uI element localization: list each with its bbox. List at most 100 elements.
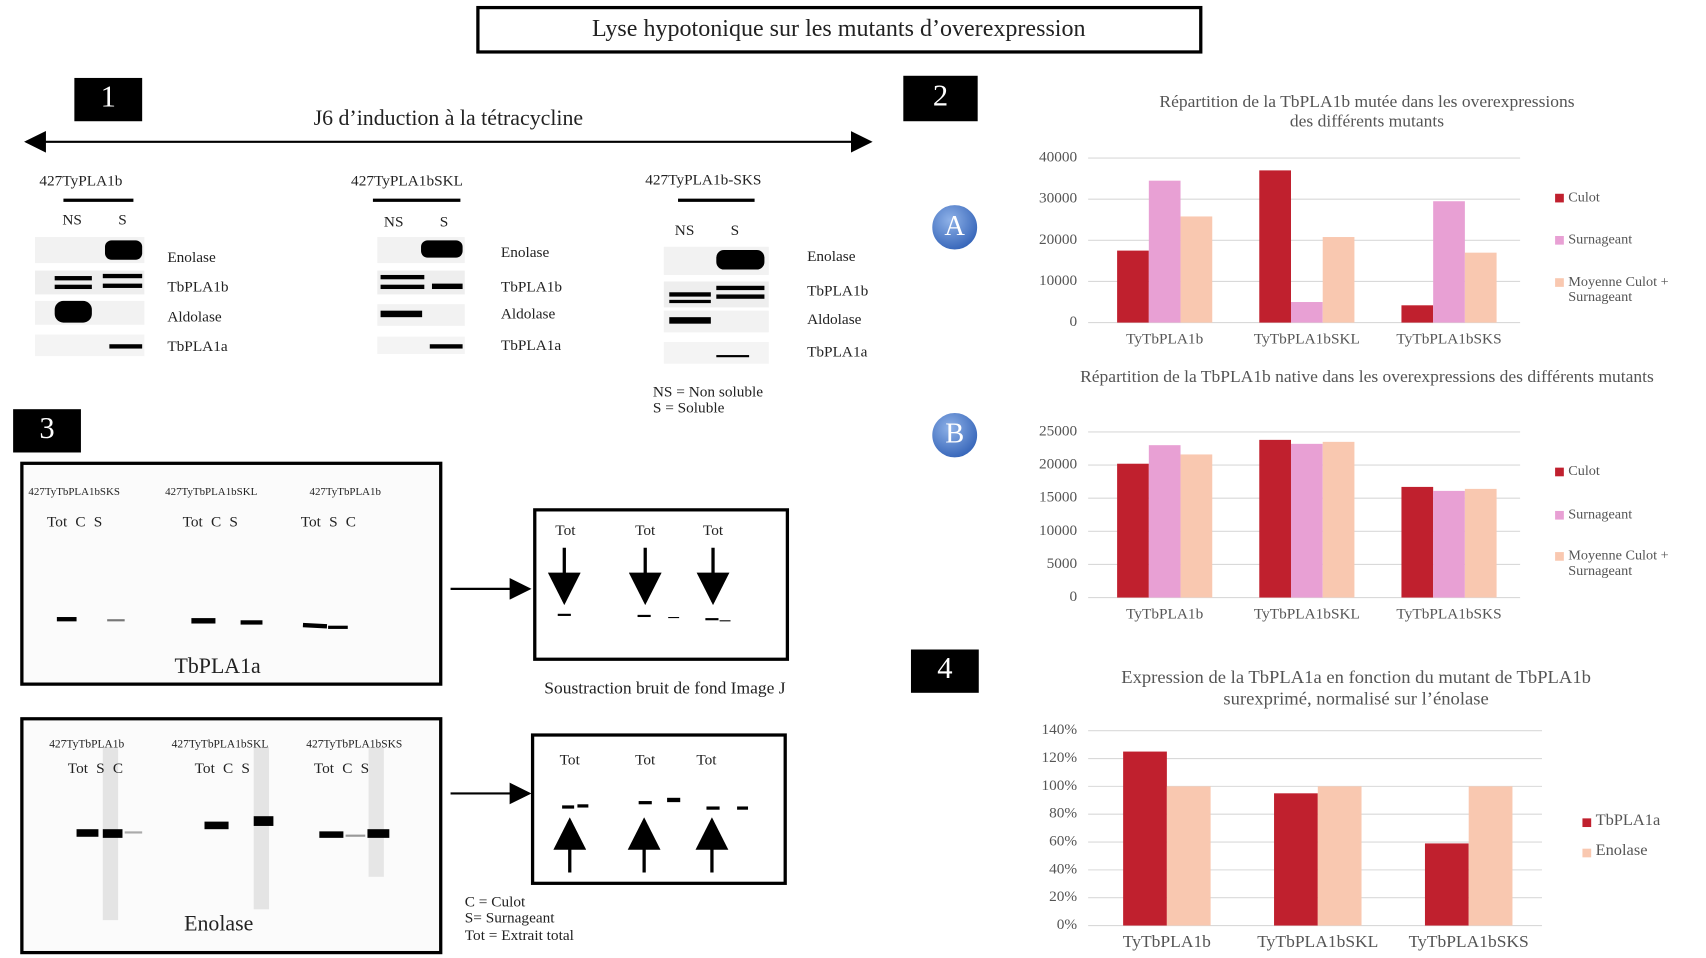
bar: [1274, 793, 1318, 926]
y-tick-label: 140%: [1041, 721, 1077, 738]
marker-letter: B: [945, 419, 964, 450]
blots-3b: [76, 746, 390, 921]
panel-number: 2: [933, 79, 948, 113]
strain-label: 427TyPLA1b-SKS: [645, 171, 761, 188]
legend-swatch: [1582, 848, 1592, 858]
lane-label: Tot: [560, 752, 581, 769]
panel-number: 3: [39, 411, 54, 445]
bar: [1401, 305, 1434, 323]
legend-label: Surnageant: [1568, 231, 1633, 247]
legend-swatch: [1555, 193, 1564, 203]
marker-circle: [929, 409, 981, 461]
legend-label-box: TbPLA1a: [1596, 812, 1661, 829]
result-frame: [533, 508, 790, 661]
strain-label: 427TyTbPLA1b: [309, 486, 381, 498]
y-tick-label: 0: [1070, 588, 1078, 605]
bar: [1424, 843, 1469, 926]
chart-title: Répartition de la TbPLA1b mutée dans les…: [1159, 93, 1575, 132]
legend-label-box: Surnageant: [1568, 231, 1633, 247]
marker-circle: [929, 201, 981, 253]
legend-swatch: [1582, 818, 1592, 828]
bar: [1290, 302, 1323, 323]
lane-label: NS: [62, 211, 82, 228]
lane-label: Tot: [703, 522, 724, 539]
chart-title-box: Répartition de la TbPLA1b mutée dans les…: [1159, 93, 1575, 132]
bar: [1259, 170, 1291, 323]
bar: [1401, 486, 1434, 598]
bar: [1433, 201, 1465, 323]
lane-label: Tot: [635, 522, 656, 539]
bar: [1180, 216, 1213, 323]
legend-label-box: Culot: [1568, 462, 1600, 478]
panel-box: [74, 77, 143, 122]
bar: [1117, 463, 1149, 598]
marker-letter: A: [944, 211, 965, 242]
y-tick-label: 20%: [1049, 888, 1077, 905]
lane-label: Tot: [635, 752, 656, 769]
y-tick-label: 60%: [1049, 833, 1077, 850]
y-tick-label: 25000: [1039, 422, 1078, 439]
lane-label: NS: [384, 214, 404, 231]
protein-label: TbPLA1a: [501, 337, 562, 354]
legend-swatch: [1555, 510, 1564, 520]
x-tick-label: TyTbPLA1bSKS: [1396, 330, 1501, 347]
legend-label-box: Moyenne Culot + Surnageant: [1568, 547, 1668, 578]
legend-text: NS = Non soluble: [653, 383, 763, 400]
blots-3: [56, 617, 348, 629]
protein-label: Aldolase: [807, 311, 862, 328]
blot-label: Enolase: [184, 912, 253, 936]
y-tick-label: 0: [1070, 313, 1078, 330]
blot-frame: [20, 461, 443, 686]
y-tick-label: 80%: [1049, 805, 1077, 822]
chart-title-box: Répartition de la TbPLA1b native dans le…: [1080, 368, 1654, 386]
bar: [1259, 439, 1291, 598]
result-arrows: [547, 547, 730, 873]
legend-label: Culot: [1568, 462, 1600, 478]
protein-label: TbPLA1a: [807, 343, 868, 360]
lane-label: Tot C S: [183, 513, 238, 530]
x-tick-label: TyTbPLA1bSKL: [1257, 931, 1378, 951]
x-tick-label: TyTbPLA1bSKS: [1396, 605, 1501, 622]
legend-label-box: Moyenne Culot + Surnageant: [1568, 273, 1669, 305]
bar: [1322, 441, 1355, 598]
legend-swatch: [1555, 278, 1564, 287]
result-bands: [557, 613, 749, 810]
x-tick-label: TyTbPLA1b: [1126, 330, 1204, 347]
blots-1: [34, 198, 769, 364]
y-tick-label: 10000: [1039, 522, 1078, 539]
protein-label: Aldolase: [501, 306, 556, 323]
lane-label: Tot: [696, 752, 717, 769]
lane-label: Tot S C: [301, 513, 356, 530]
bar: [1117, 250, 1149, 323]
legend-label: Culot: [1568, 188, 1600, 205]
legend-label: Moyenne Culot + Surnageant: [1568, 273, 1669, 305]
legend-swatch: [1555, 552, 1564, 561]
strain-label: 427TyTbPLA1bSKS: [306, 738, 402, 750]
protein-label: TbPLA1b: [501, 278, 563, 295]
bar: [1123, 751, 1167, 926]
legend-text: S= Surnageant: [465, 910, 556, 927]
y-tick-label: 40%: [1049, 860, 1077, 877]
protein-label: TbPLA1b: [807, 283, 869, 300]
result-frame: [530, 733, 787, 885]
caption: Soustraction bruit de fond Image J: [544, 678, 785, 698]
title-box: [476, 5, 1203, 54]
panel-box: [903, 75, 978, 122]
y-tick-label: 10000: [1039, 272, 1078, 289]
panel-number: 4: [937, 651, 952, 685]
bar: [1148, 180, 1181, 323]
protein-label: Enolase: [501, 244, 550, 261]
lane-label: S: [440, 214, 449, 231]
x-tick-label: TyTbPLA1b: [1126, 605, 1204, 622]
layout: Lyse hypotonique sur les mutants d’overe…: [13, 5, 1669, 955]
y-tick-label: 100%: [1041, 777, 1077, 794]
bar: [1317, 786, 1362, 926]
protein-label: Enolase: [807, 248, 856, 265]
protein-label: Enolase: [167, 249, 216, 266]
lane-label: Tot C S: [47, 513, 102, 530]
strain-label: 427TyTbPLA1b: [49, 738, 124, 750]
chart-title-box: Expression de la TbPLA1a en fonction du …: [1121, 667, 1591, 709]
bar: [1166, 786, 1211, 926]
strain-label: 427TyTbPLA1bSKL: [165, 486, 257, 498]
